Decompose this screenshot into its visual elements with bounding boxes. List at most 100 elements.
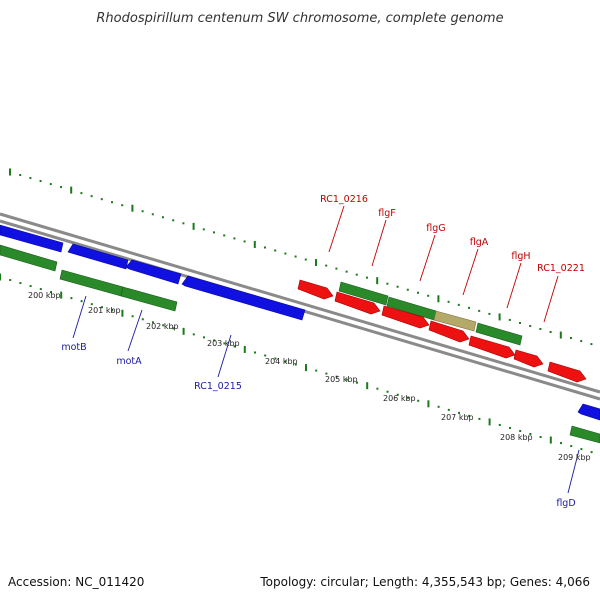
inner-track-major-tick xyxy=(243,345,246,353)
gene-label-flgg[interactable]: flgG xyxy=(426,223,445,234)
inner-track-dot xyxy=(80,300,83,303)
outer-dot-track xyxy=(9,168,593,346)
inner-track-dot xyxy=(294,363,297,366)
gene-blue-2[interactable] xyxy=(67,243,129,270)
outer-track-dot xyxy=(488,312,491,315)
outer-track-dot xyxy=(264,246,266,249)
inner-track-dot xyxy=(529,432,532,435)
outer-track-major-tick xyxy=(498,313,501,321)
inner-track-dot xyxy=(498,423,501,426)
outer-track-dot xyxy=(90,195,93,198)
inner-track-dot xyxy=(519,429,522,432)
gene-rc1-0221[interactable] xyxy=(547,361,587,383)
inner-track-dot xyxy=(162,324,165,327)
gene-flgd[interactable] xyxy=(569,425,600,444)
inner-track-major-tick xyxy=(427,400,430,408)
inner-dot-track xyxy=(0,273,593,454)
tick-label: 201 kbp xyxy=(88,306,121,315)
gene-label-rc1-0215[interactable]: RC1_0215 xyxy=(194,381,242,392)
outer-track-dot xyxy=(304,258,307,261)
outer-track-major-tick xyxy=(131,204,134,212)
gene-blue-flgd-partner[interactable] xyxy=(577,403,600,421)
gene-blue-3[interactable] xyxy=(125,259,182,285)
gene-red-4[interactable] xyxy=(428,320,470,343)
inner-track-dot xyxy=(172,327,175,330)
leader-flgg xyxy=(419,234,436,282)
topology-text: Topology: circular; Length: 4,355,543 bp… xyxy=(259,575,590,589)
gene-label-flgh[interactable]: flgH xyxy=(511,251,530,262)
kbp-tick-labels: 200 kbp 201 kbp 202 kbp 203 kbp 204 kbp … xyxy=(28,291,591,462)
outer-track-dot xyxy=(355,273,358,276)
inner-track-dot xyxy=(213,339,216,342)
outer-track-major-tick xyxy=(192,222,195,230)
gene-blue-rc1-0215[interactable] xyxy=(181,275,306,321)
gene-red-5[interactable] xyxy=(468,335,516,359)
leader-flga xyxy=(462,248,479,296)
gene-label-flgd[interactable]: flgD xyxy=(556,498,575,509)
inner-track-dot xyxy=(356,381,358,384)
inner-track-dot xyxy=(101,306,103,309)
outer-track-dot xyxy=(590,343,593,346)
outer-track-dot xyxy=(100,198,103,201)
outer-track-dot xyxy=(447,300,450,303)
inner-track-dot xyxy=(590,451,593,454)
outer-track-dot xyxy=(570,337,572,340)
gene-motb[interactable] xyxy=(59,269,124,297)
gene-green-1[interactable] xyxy=(0,244,58,272)
inner-track-dot xyxy=(70,297,73,300)
gene-blue-1[interactable] xyxy=(0,224,64,253)
tick-label: 207 kbp xyxy=(441,413,474,422)
outer-track-dot xyxy=(233,237,236,240)
gene-track xyxy=(0,224,600,444)
tick-label: 204 kbp xyxy=(265,357,298,366)
outer-track-dot xyxy=(39,180,42,183)
outer-track-dot xyxy=(529,324,532,327)
outer-track-dot xyxy=(549,331,552,334)
inner-track-dot xyxy=(9,279,12,282)
gene-labels: RC1_0216 flgF flgG flgA flgH RC1_0221 mo… xyxy=(61,194,585,509)
gene-flgf[interactable] xyxy=(338,281,389,306)
inner-track-dot xyxy=(264,354,267,357)
gene-red-6[interactable] xyxy=(513,349,544,368)
gene-rc1-0216[interactable] xyxy=(297,279,334,300)
gene-red-2[interactable] xyxy=(334,291,381,315)
inner-track-major-tick xyxy=(488,418,491,426)
inner-track-dot xyxy=(478,417,481,420)
inner-track-dot xyxy=(509,426,511,429)
gene-red-3[interactable] xyxy=(381,305,430,329)
outer-track-dot xyxy=(508,318,511,321)
outer-track-major-tick xyxy=(437,295,440,303)
leader-motb xyxy=(72,295,87,339)
gene-label-motb[interactable]: motB xyxy=(61,342,86,353)
inner-track-dot xyxy=(223,342,226,345)
tick-label: 209 kbp xyxy=(558,453,591,462)
gene-label-rc1-0221[interactable]: RC1_0221 xyxy=(537,263,585,274)
outer-track-dot xyxy=(182,222,185,225)
outer-track-dot xyxy=(366,276,368,279)
gene-label-flgf[interactable]: flgF xyxy=(378,208,395,219)
gene-mota[interactable] xyxy=(120,286,178,312)
outer-track-dot xyxy=(345,270,348,273)
inner-track-dot xyxy=(90,303,93,306)
inner-track-dot xyxy=(152,321,154,324)
inner-track-major-tick xyxy=(0,273,1,281)
gene-flgh[interactable] xyxy=(475,322,523,346)
outer-track-dot xyxy=(519,321,521,324)
gene-flga[interactable] xyxy=(433,310,477,332)
gene-label-rc1-0216[interactable]: RC1_0216 xyxy=(320,194,368,205)
inner-track-dot xyxy=(325,372,328,375)
leader-mota xyxy=(127,309,143,352)
accession-text: Accession: NC_011420 xyxy=(8,575,144,589)
gene-label-mota[interactable]: motA xyxy=(116,356,142,367)
outer-track-dot xyxy=(29,177,32,180)
outer-track-dot xyxy=(162,216,164,219)
outer-track-major-tick xyxy=(315,259,317,267)
outer-track-dot xyxy=(478,309,481,312)
outer-track-dot xyxy=(213,231,215,234)
gene-label-flga[interactable]: flgA xyxy=(470,237,489,248)
tick-label: 206 kbp xyxy=(383,394,416,403)
outer-track-dot xyxy=(396,285,399,288)
inner-track-dot xyxy=(437,405,440,408)
outer-track-dot xyxy=(243,240,246,243)
